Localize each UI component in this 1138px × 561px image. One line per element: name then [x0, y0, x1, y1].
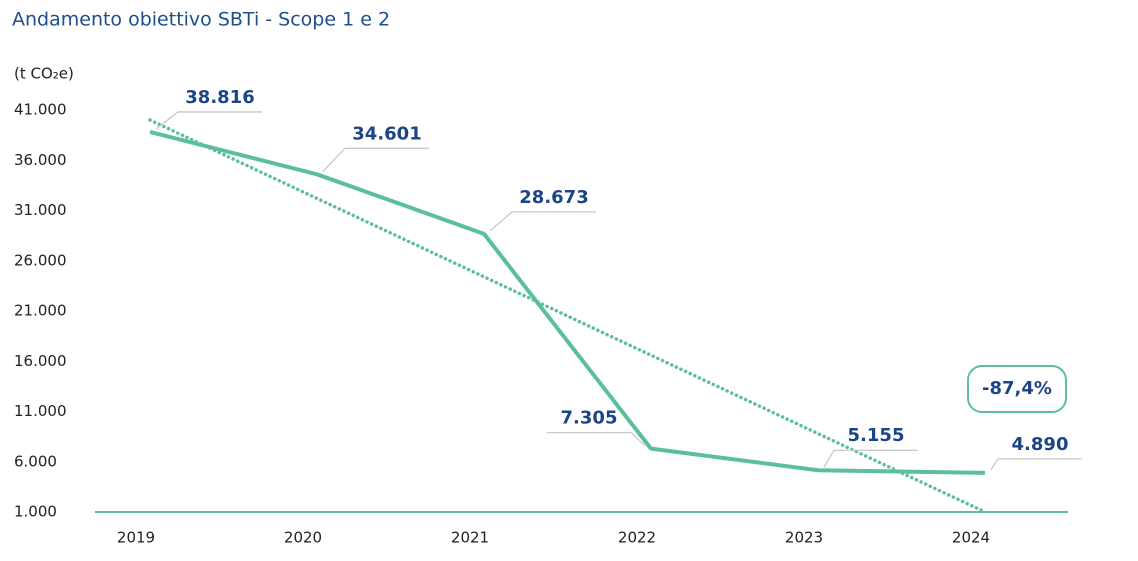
series-line	[148, 118, 987, 514]
series-line	[149, 130, 986, 475]
y-tick-label: 26.000	[14, 251, 67, 269]
x-tick-label: 2020	[284, 529, 322, 547]
y-tick-label: 21.000	[14, 302, 67, 320]
leader-line	[823, 449, 918, 468]
data-label: 7.305	[561, 408, 618, 429]
leader-line	[547, 431, 646, 447]
annotation: -87,4%	[982, 378, 1052, 399]
x-tick-label: 2024	[952, 529, 990, 547]
y-tick-label: 31.000	[14, 201, 67, 219]
y-tick-label: 16.000	[14, 352, 67, 370]
data-label: 4.890	[1012, 434, 1069, 455]
annotation-box	[967, 365, 1067, 413]
y-tick-label: 6.000	[14, 452, 57, 470]
data-label: 38.816	[185, 87, 254, 108]
x-tick-label: 2023	[785, 529, 823, 547]
leader-line	[489, 211, 596, 232]
x-tick-label: 2022	[618, 529, 656, 547]
y-tick-label: 11.000	[14, 402, 67, 420]
data-label: 5.155	[848, 425, 905, 446]
x-tick-label: 2019	[117, 529, 155, 547]
y-axis-label: (t CO₂e)	[14, 65, 74, 83]
leader-line	[990, 458, 1082, 471]
y-tick-label: 41.000	[14, 101, 67, 119]
chart-title: Andamento obiettivo SBTi - Scope 1 e 2	[12, 9, 390, 31]
leader-line	[322, 147, 429, 172]
leader-line	[155, 111, 262, 130]
x-tick-label: 2021	[451, 529, 489, 547]
y-tick-label: 36.000	[14, 151, 67, 169]
data-label: 34.601	[352, 123, 421, 144]
data-label: 28.673	[519, 187, 588, 208]
y-tick-label: 1.000	[14, 503, 57, 521]
